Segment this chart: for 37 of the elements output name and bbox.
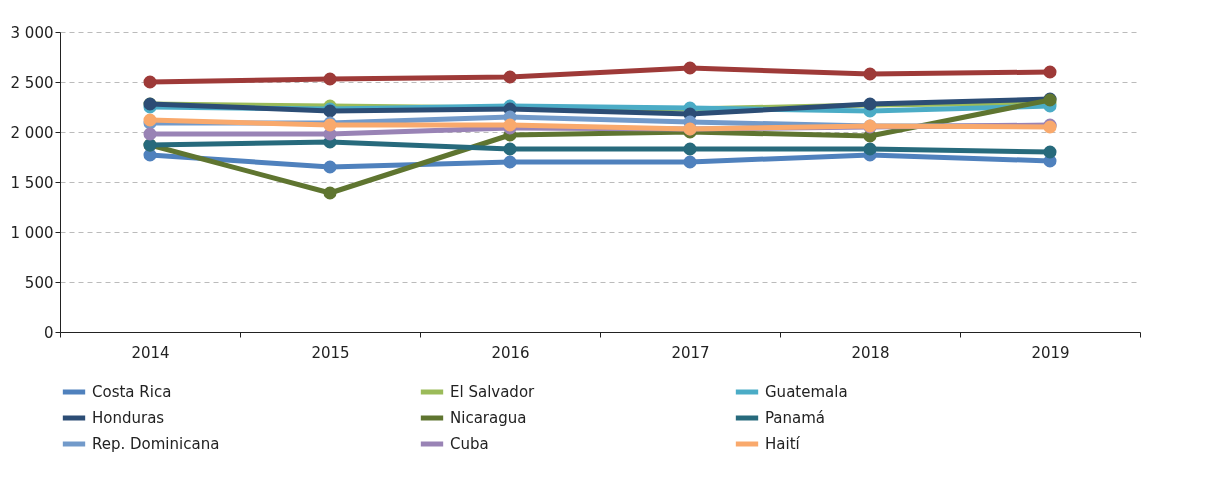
legend-label: Guatemala: [765, 383, 848, 401]
point: [683, 155, 697, 169]
point: [683, 61, 697, 75]
y-tick-label: 500: [24, 273, 54, 292]
y-tick-label: 2 500: [10, 73, 54, 92]
point: [683, 142, 697, 156]
point: [503, 142, 517, 156]
legend-label: Honduras: [92, 409, 165, 427]
legend-label: Costa Rica: [92, 383, 172, 401]
point: [863, 67, 877, 81]
legend-label: Haití: [765, 435, 801, 453]
legend-label: Panamá: [765, 409, 826, 427]
y-tick-label: 3 000: [10, 23, 54, 42]
x-tick-label: 2017: [671, 343, 710, 362]
point: [143, 75, 157, 89]
point: [1043, 145, 1057, 159]
legend-label: Nicaragua: [450, 409, 527, 427]
x-tick-label: 2015: [311, 343, 350, 362]
x-tick-label: 2018: [851, 343, 890, 362]
point: [323, 186, 337, 200]
point: [503, 70, 517, 84]
legend-label: El Salvador: [450, 383, 536, 401]
point: [143, 127, 157, 141]
point: [323, 72, 337, 86]
y-tick-label: 0: [43, 323, 54, 342]
x-tick-label: 2014: [131, 343, 170, 362]
legend-label: Rep. Dominicana: [92, 435, 220, 453]
x-tick-label: 2016: [491, 343, 530, 362]
y-tick-label: 2 000: [10, 123, 54, 142]
point: [323, 160, 337, 174]
point: [503, 155, 517, 169]
y-tick-label: 1 500: [10, 173, 54, 192]
x-tick-label: 2019: [1031, 343, 1070, 362]
point: [863, 142, 877, 156]
legend-label: Cuba: [450, 435, 489, 453]
y-tick-label: 1 000: [10, 223, 54, 242]
point: [1043, 65, 1057, 79]
